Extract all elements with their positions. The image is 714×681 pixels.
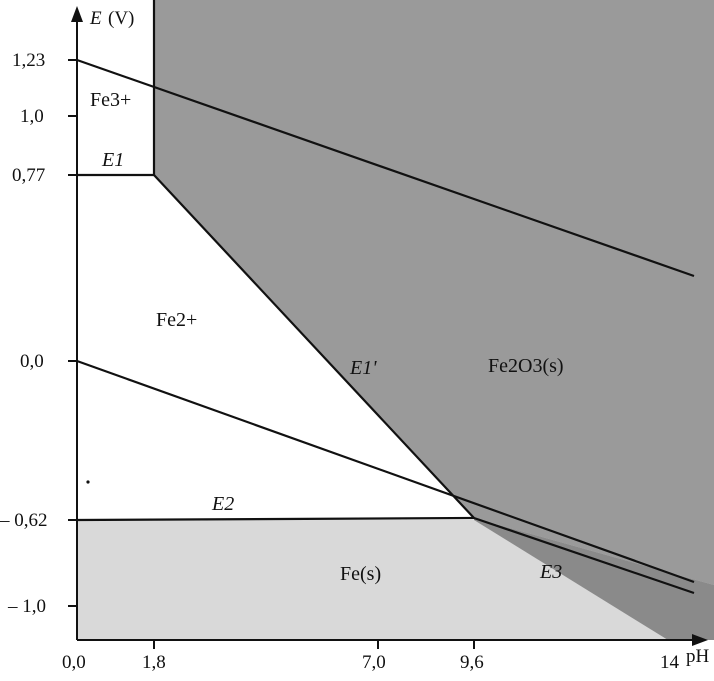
e1-prime-line (153, 174, 475, 519)
stray-dot (86, 480, 90, 484)
x-tick-label: 1,8 (142, 652, 166, 673)
x-tick-label: 14 (660, 652, 680, 673)
y-axis-arrow (71, 6, 83, 22)
water-oxidation-line (76, 58, 695, 278)
y-tick-label: 1,0 (20, 106, 44, 127)
fe3-region-label: Fe3+ (90, 89, 131, 111)
y-ticks (68, 59, 77, 607)
y-axis-unit: (V) (108, 8, 134, 29)
y-tick-label: 0,77 (12, 165, 45, 186)
e2-line (76, 516, 475, 522)
fe2o3-region-label: Fe2O3(s) (488, 355, 564, 377)
fe-region-label: Fe(s) (340, 563, 381, 585)
x-tick-label: 9,6 (460, 652, 484, 673)
y-tick-label: 1,23 (12, 50, 45, 71)
x-tick-label: 0,0 (62, 652, 86, 673)
fe2o3-region (154, 0, 714, 585)
y-tick-label: 0,0 (20, 351, 44, 372)
e1-prime-line-label: E1' (349, 357, 377, 379)
x-tick-label: 7,0 (362, 652, 386, 673)
e1-line-label: E1 (101, 149, 124, 171)
fe2-region-label: Fe2+ (156, 309, 197, 331)
boundary-lines (76, 0, 695, 595)
x-axis-arrow (692, 634, 708, 646)
y-tick-label: – 1,0 (7, 596, 46, 617)
x-ticks (153, 640, 475, 649)
e3-line (473, 516, 695, 595)
y-axis-symbol: E (89, 8, 102, 29)
x-axis-unit: pH (686, 646, 710, 667)
fe2o3-lower-strip (474, 518, 714, 640)
e3-line-label: E3 (539, 561, 562, 583)
y-tick-label: – 0,62 (0, 510, 48, 531)
e2-line-label: E2 (211, 493, 234, 515)
water-reduction-line (76, 359, 695, 584)
